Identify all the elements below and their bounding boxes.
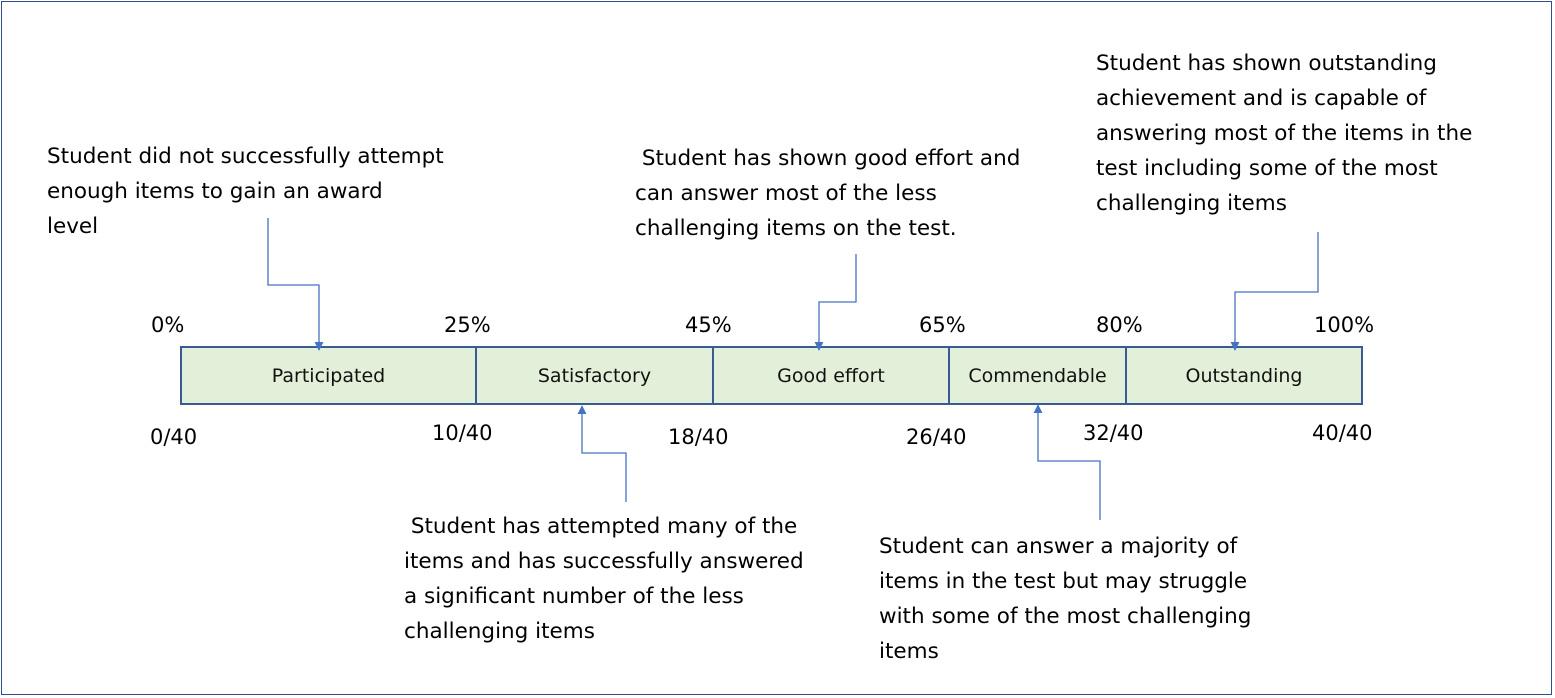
percent-label-25: 25% (444, 313, 491, 337)
level-outstanding: Outstanding (1125, 346, 1363, 405)
score-label-40: 40/40 (1312, 421, 1373, 445)
score-label-18: 18/40 (668, 425, 729, 449)
level-commendable: Commendable (948, 346, 1127, 405)
percent-label-100: 100% (1314, 313, 1375, 337)
percent-label-0: 0% (151, 313, 185, 337)
percent-label-80: 80% (1096, 313, 1143, 337)
description-participated: Student did not successfully attempt eno… (47, 144, 444, 239)
score-label-32: 32/40 (1083, 421, 1144, 445)
score-label-10: 10/40 (432, 421, 493, 445)
description-good-effort: Student has shown good effort and can an… (635, 146, 1021, 241)
level-participated: Participated (180, 346, 477, 405)
description-commendable: Student can answer a majority of items i… (879, 534, 1252, 664)
level-satisfactory: Satisfactory (475, 346, 714, 405)
percent-label-65: 65% (919, 313, 966, 337)
level-good-effort: Good effort (712, 346, 950, 405)
description-satisfactory: Student has attempted many of the items … (404, 514, 804, 644)
description-outstanding: Student has shown outstanding achievemen… (1096, 51, 1473, 216)
score-label-0: 0/40 (150, 425, 198, 449)
score-label-26: 26/40 (906, 425, 967, 449)
percent-label-45: 45% (685, 313, 732, 337)
